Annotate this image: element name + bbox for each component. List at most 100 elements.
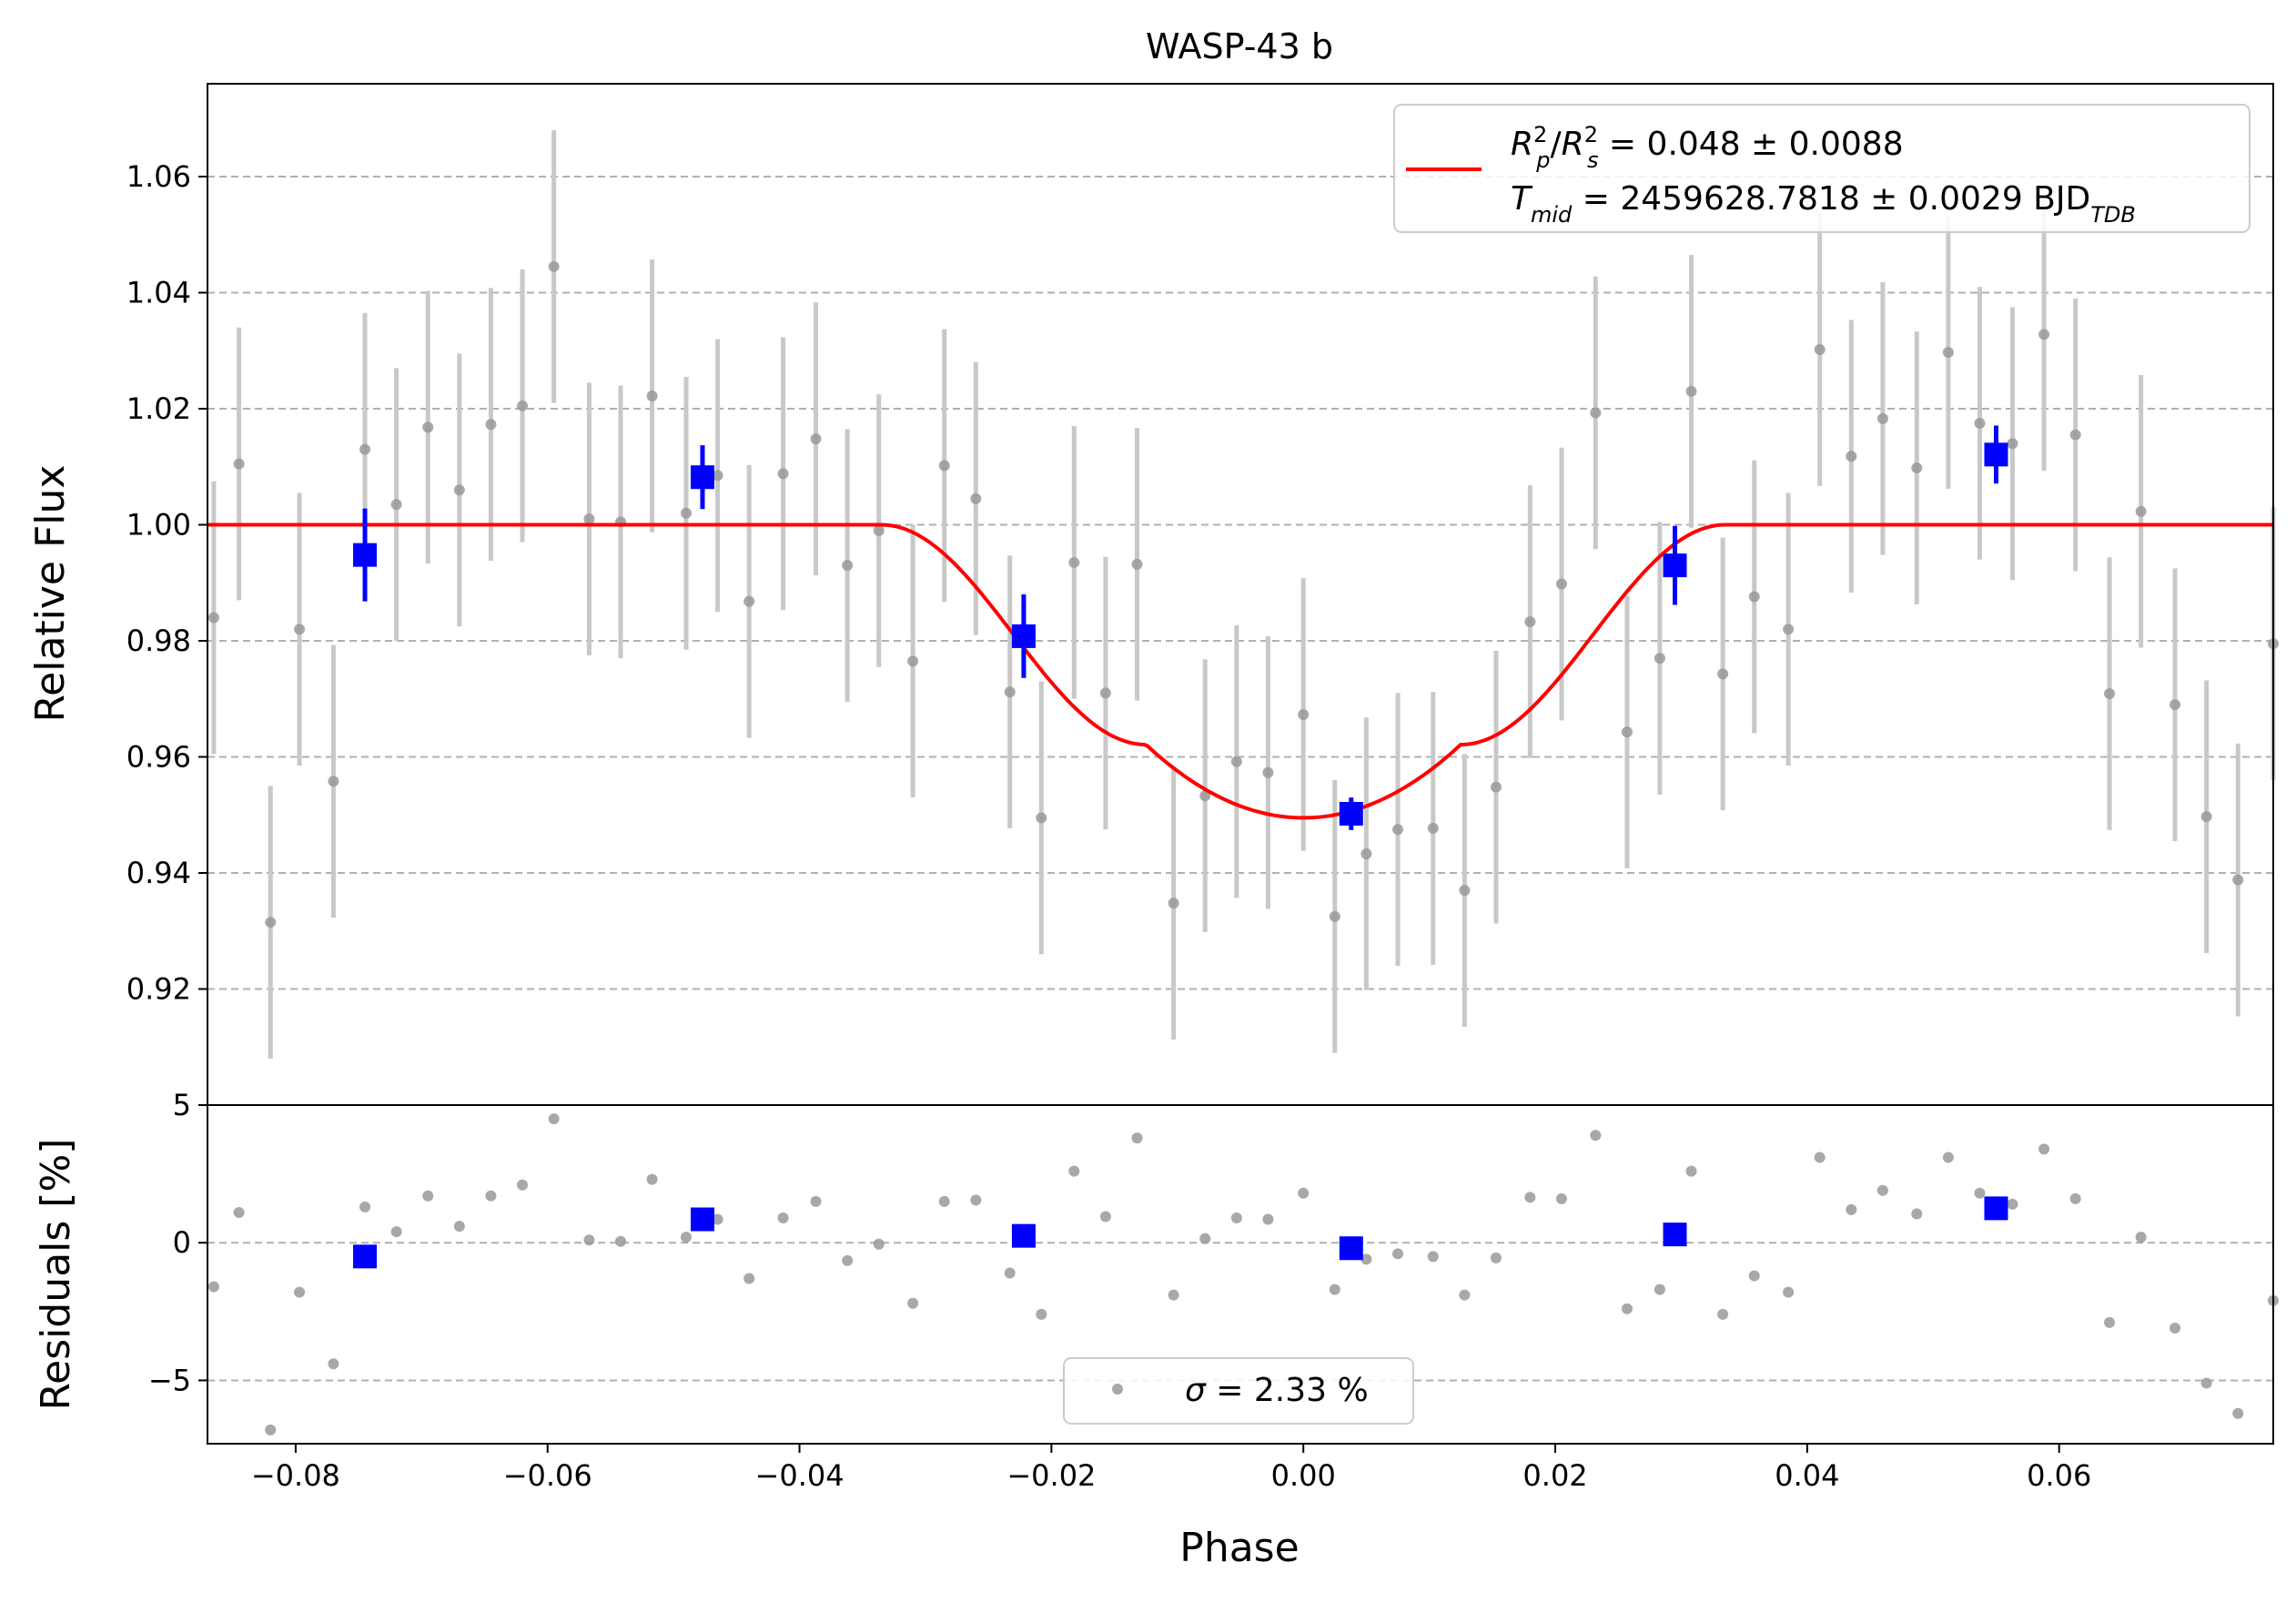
raw-point — [390, 499, 402, 511]
raw-point — [1814, 343, 1826, 355]
x-tick-label: 0.06 — [2027, 1458, 2091, 1493]
raw-point — [1131, 558, 1143, 570]
residual-point — [485, 1190, 497, 1202]
binned-point — [1339, 801, 1363, 826]
residual-point — [680, 1232, 692, 1243]
raw-point — [2104, 688, 2116, 700]
top-y-tick-label: 0.92 — [126, 972, 191, 1007]
residual-point — [1199, 1233, 1211, 1244]
top-y-tick-label: 1.00 — [126, 508, 191, 543]
raw-point — [2232, 874, 2244, 886]
top-y-tick-label: 1.06 — [126, 159, 191, 194]
raw-point — [1685, 385, 1697, 397]
raw-point — [1555, 578, 1567, 590]
residual-point — [517, 1179, 529, 1191]
raw-point — [359, 443, 371, 455]
binned-point — [1663, 553, 1687, 578]
residual-point — [810, 1195, 822, 1207]
residual-point — [2232, 1407, 2244, 1419]
bottom-y-ticks: −5 0 5 — [148, 1088, 207, 1397]
binned-point — [353, 543, 378, 567]
raw-point — [646, 390, 658, 401]
bottom-binned-residuals — [353, 1196, 2008, 1269]
residual-point — [873, 1238, 885, 1250]
raw-point — [1036, 812, 1047, 824]
top-raw-points — [207, 260, 2279, 928]
binned-point — [1984, 442, 2008, 467]
residual-point — [1230, 1212, 1242, 1223]
raw-point — [712, 470, 723, 482]
top-y-ticks: 0.92 0.94 0.96 0.98 1.00 1.02 1.04 1.06 — [126, 159, 207, 1007]
x-axis-title: Phase — [1179, 1525, 1299, 1571]
raw-point — [1911, 462, 1923, 474]
bottom-legend: σ = 2.33 % — [1063, 1357, 1414, 1425]
raw-point — [907, 655, 919, 667]
raw-point — [2200, 811, 2212, 823]
x-tick-label: −0.02 — [1006, 1458, 1096, 1493]
raw-point — [233, 458, 245, 470]
raw-point — [1068, 556, 1080, 568]
residual-point — [233, 1206, 245, 1218]
residual-point — [2135, 1232, 2147, 1243]
raw-point — [294, 624, 306, 635]
residual-point — [294, 1286, 306, 1298]
residual-point — [583, 1234, 595, 1246]
raw-point — [1876, 412, 1888, 424]
x-tick-label: −0.08 — [251, 1458, 340, 1493]
raw-point — [1298, 708, 1310, 720]
bottom-panel: −5 0 5 −0.08 −0.06 −0.04 −0.02 0.00 0.02 0.04 0.0… — [33, 1088, 2279, 1571]
raw-point — [1459, 885, 1471, 897]
residual-point — [907, 1297, 919, 1309]
residual-point — [1329, 1283, 1340, 1295]
residual-point — [2104, 1316, 2116, 1328]
residual-point — [1974, 1187, 1986, 1199]
top-y-tick-label: 0.96 — [126, 740, 191, 775]
raw-point — [2170, 699, 2181, 711]
raw-point — [1621, 726, 1633, 738]
residual-point — [1168, 1289, 1179, 1301]
residual-point — [548, 1113, 560, 1125]
top-y-tick-label: 1.04 — [126, 276, 191, 310]
raw-point — [328, 776, 339, 787]
residual-point — [359, 1201, 371, 1212]
bottom-y-tick-label: −5 — [148, 1363, 191, 1397]
raw-point — [777, 468, 789, 480]
residual-point — [2170, 1322, 2181, 1334]
chart-title: WASP-43 b — [1146, 26, 1333, 66]
raw-point — [1846, 451, 1857, 462]
residual-point — [328, 1358, 339, 1370]
x-tick-label: 0.00 — [1271, 1458, 1336, 1493]
raw-point — [548, 260, 560, 272]
residual-point — [1654, 1283, 1665, 1295]
residual-point — [2200, 1377, 2212, 1389]
raw-point — [970, 492, 982, 504]
residual-point — [970, 1194, 982, 1206]
residual-point — [1685, 1165, 1697, 1177]
residual-point — [1942, 1152, 1954, 1163]
raw-point — [873, 524, 885, 536]
raw-point — [1262, 766, 1274, 778]
raw-point — [517, 400, 529, 411]
residual-point — [1524, 1192, 1536, 1203]
raw-point — [1974, 417, 1986, 429]
residual-point — [1036, 1308, 1047, 1320]
raw-point — [938, 460, 950, 472]
residual-point — [207, 1281, 219, 1293]
top-legend: R2 p/R2 s = 0.048 ± 0.0088 Tmid = 2459628.… — [1393, 104, 2250, 233]
binned-residual — [353, 1244, 378, 1269]
raw-point — [810, 433, 822, 445]
raw-point — [743, 595, 755, 607]
residual-point — [1298, 1187, 1310, 1199]
raw-point — [1590, 407, 1602, 419]
residual-point — [1004, 1267, 1016, 1279]
raw-point — [1490, 781, 1502, 793]
binned-residual — [1339, 1236, 1363, 1261]
raw-point — [1199, 790, 1211, 802]
residual-point — [1846, 1203, 1857, 1215]
residual-point — [1911, 1208, 1923, 1220]
raw-point — [2135, 505, 2147, 517]
binned-point — [1011, 624, 1036, 648]
raw-point — [1004, 686, 1016, 698]
residual-point — [1099, 1211, 1111, 1223]
